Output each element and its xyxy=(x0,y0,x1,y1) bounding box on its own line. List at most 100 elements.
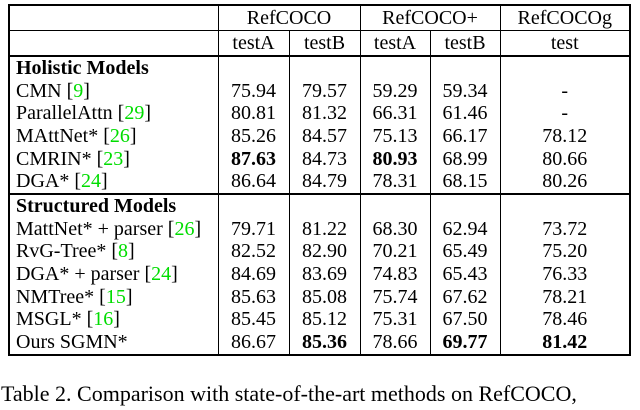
table-caption: Table 2. Comparison with state-of-the-ar… xyxy=(1,381,577,406)
empty-cell xyxy=(288,56,361,80)
model-name-cell: MAttNet* [26] xyxy=(16,125,137,147)
results-table: RefCOCO RefCOCO+ RefCOCOg testA testB te… xyxy=(8,4,631,356)
col-group-refcocog: RefCOCOg xyxy=(499,5,630,31)
empty-cell xyxy=(499,193,630,218)
value-cell: 81.22 xyxy=(288,217,361,241)
model-name: DGA* xyxy=(16,170,70,193)
empty-cell xyxy=(499,56,630,80)
value-cell: 69.77 xyxy=(429,331,501,355)
value-cell: 75.94 xyxy=(217,79,289,103)
comparison-table: RefCOCO RefCOCO+ RefCOCOg testA testB te… xyxy=(8,4,631,356)
empty-cell xyxy=(429,56,501,80)
col-header-testa: testA xyxy=(217,30,289,57)
value-cell: 61.46 xyxy=(429,102,501,126)
model-name-cell: ParallelAttn [29] xyxy=(16,102,151,125)
value-cell: 86.67 xyxy=(217,331,289,355)
value-cell: 67.62 xyxy=(429,285,501,309)
model-name: MAttNet* xyxy=(16,125,99,147)
table-row: CMN [9] 75.94 79.57 59.29 59.34- xyxy=(9,79,630,103)
value-cell: 59.34 xyxy=(429,79,501,103)
citation-link[interactable]: 23 xyxy=(103,147,124,170)
table-row: MattNet* + parser [26] 79.71 81.22 68.30 62.… xyxy=(9,217,630,241)
table-row: ParallelAttn [29] 80.81 81.32 66.31 61.46- xyxy=(9,102,630,126)
value-cell: 68.99 xyxy=(429,147,501,171)
value-cell: 85.36 xyxy=(288,331,361,355)
citation-link[interactable]: 16 xyxy=(93,308,114,331)
value-cell: 86.64 xyxy=(217,170,289,195)
value-cell: 81.32 xyxy=(288,102,361,126)
citation-link[interactable]: 24 xyxy=(81,170,102,193)
model-name: Ours SGMN* xyxy=(16,331,128,354)
citation-link[interactable]: 8 xyxy=(118,240,129,263)
value-cell: - xyxy=(499,102,630,126)
value-cell: 74.83 xyxy=(359,263,431,286)
value-cell: 80.81 xyxy=(217,102,289,126)
value-cell: 83.69 xyxy=(288,263,361,286)
value-cell: 68.15 xyxy=(429,170,501,195)
value-cell: 66.17 xyxy=(429,125,501,148)
model-name: ParallelAttn xyxy=(16,102,113,125)
value-cell: 80.26 xyxy=(499,170,630,195)
col-header-test-g: test xyxy=(499,30,630,57)
citation-link[interactable]: 26 xyxy=(109,125,130,147)
model-name-cell: MattNet* + parser [26] xyxy=(16,217,202,240)
value-cell: 67.50 xyxy=(429,308,501,332)
citation-link[interactable]: 29 xyxy=(124,102,145,125)
value-cell: 78.12 xyxy=(499,125,630,148)
section-title: Holistic Models xyxy=(16,56,149,79)
col-group-refcoco-plus: RefCOCO+ xyxy=(359,5,501,31)
value-cell: 84.57 xyxy=(288,125,361,148)
value-cell: 59.29 xyxy=(359,79,431,103)
corner-empty-cell xyxy=(9,30,218,57)
model-name: MSGL* xyxy=(16,308,82,331)
split-header-row: testA testB testA testB test xyxy=(9,30,630,57)
empty-cell xyxy=(359,56,431,80)
value-cell: 65.49 xyxy=(429,240,501,264)
model-name: CMRIN* xyxy=(16,147,92,170)
value-cell: 82.90 xyxy=(288,240,361,264)
model-name: DGA* + parser xyxy=(16,263,140,286)
model-name: MattNet* + parser xyxy=(16,217,163,240)
section-header-row: Structured Models xyxy=(9,193,630,218)
section-header-row: Holistic Models xyxy=(9,56,630,80)
value-cell: 75.20 xyxy=(499,240,630,264)
value-cell: 65.43 xyxy=(429,263,501,286)
empty-cell xyxy=(288,193,361,218)
corner-empty-cell xyxy=(9,5,218,31)
value-cell: 78.21 xyxy=(499,285,630,309)
model-name: RvG-Tree* xyxy=(16,240,107,263)
model-name-cell: Ours SGMN* xyxy=(9,331,218,355)
col-group-refcoco: RefCOCO xyxy=(217,5,361,31)
value-cell: 85.08 xyxy=(288,285,361,309)
citation-link[interactable]: 26 xyxy=(174,217,195,240)
empty-cell xyxy=(217,193,289,218)
value-cell: 84.73 xyxy=(288,147,361,171)
table-row: Ours SGMN* 86.67 85.36 78.66 69.77 81.42 xyxy=(9,331,630,355)
value-cell: 75.74 xyxy=(359,285,431,309)
value-cell: 78.31 xyxy=(359,170,431,195)
value-cell: 87.63 xyxy=(217,147,289,171)
value-cell: 62.94 xyxy=(429,217,501,241)
model-name: NMTree* xyxy=(16,285,95,308)
col-header-testa-plus: testA xyxy=(359,30,431,57)
value-cell: 84.69 xyxy=(217,263,289,286)
col-header-testb-plus: testB xyxy=(429,30,501,57)
model-name: CMN xyxy=(16,79,62,102)
model-name-cell: MSGL* [16] xyxy=(16,308,120,331)
table-row: CMRIN* [23] 87.63 84.73 80.93 68.99 80.66 xyxy=(9,147,630,171)
model-name-cell: CMN [9] xyxy=(16,79,90,102)
value-cell: 81.42 xyxy=(499,331,630,355)
model-name-cell: RvG-Tree* [8] xyxy=(16,240,135,263)
value-cell: 85.12 xyxy=(288,308,361,332)
table-row: RvG-Tree* [8] 82.52 82.90 70.21 65.49 75.20 xyxy=(9,240,630,264)
citation-link[interactable]: 24 xyxy=(151,263,172,286)
empty-cell xyxy=(359,193,431,218)
value-cell: 75.13 xyxy=(359,125,431,148)
citation-link[interactable]: 9 xyxy=(73,79,84,102)
citation-link[interactable]: 15 xyxy=(105,285,126,308)
value-cell: 79.71 xyxy=(217,217,289,241)
table-row: DGA* [24] 86.64 84.79 78.31 68.15 80.26 xyxy=(9,170,630,195)
value-cell: 85.45 xyxy=(217,308,289,332)
value-cell: - xyxy=(499,79,630,103)
value-cell: 76.33 xyxy=(499,263,630,286)
